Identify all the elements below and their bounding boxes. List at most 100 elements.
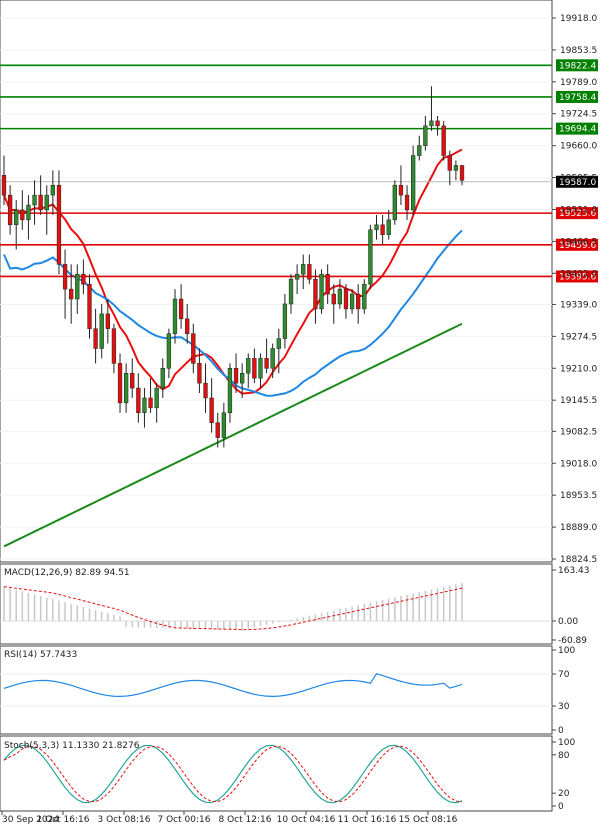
candle-body-up bbox=[362, 283, 367, 310]
candle bbox=[148, 378, 153, 413]
candle bbox=[75, 264, 80, 314]
candle-body-down bbox=[56, 184, 62, 265]
candle-body-up bbox=[337, 288, 343, 305]
candle-body-up bbox=[44, 194, 49, 211]
candle bbox=[356, 284, 361, 324]
candle bbox=[123, 363, 129, 413]
candle bbox=[423, 115, 428, 151]
candle bbox=[380, 214, 385, 245]
candle bbox=[50, 170, 55, 215]
candle-body-down bbox=[20, 209, 25, 221]
support-resistance-levels: 19822.4 19758.4 19694.4 19523.6 19459.6 19395… bbox=[0, 59, 598, 283]
candlesticks bbox=[1, 86, 465, 448]
candle bbox=[276, 328, 281, 374]
candle bbox=[111, 323, 117, 374]
candle-body-up bbox=[32, 194, 37, 206]
candle-body-up bbox=[386, 219, 391, 235]
candle bbox=[56, 170, 62, 275]
pane-tick-label: 20 bbox=[558, 789, 570, 799]
level-label: 19758.4 bbox=[559, 93, 596, 103]
price-tick-label: 19210.0 bbox=[560, 364, 597, 374]
candle-body-up bbox=[221, 412, 226, 438]
candle-body-up bbox=[227, 368, 233, 414]
candle-body-up bbox=[258, 358, 263, 379]
price-tick-label: 19724.5 bbox=[560, 110, 597, 120]
price-tick-label: 19466.5 bbox=[560, 237, 597, 247]
candle bbox=[154, 383, 159, 423]
candle-body-up bbox=[288, 278, 294, 305]
level-label-bg bbox=[556, 207, 598, 220]
candle bbox=[26, 195, 31, 240]
candle bbox=[362, 279, 367, 314]
candle-body-down bbox=[62, 264, 68, 290]
candle bbox=[288, 274, 294, 314]
candle bbox=[282, 294, 288, 349]
candle bbox=[20, 190, 25, 230]
price-pane-frame bbox=[0, 0, 553, 563]
candle-body-up bbox=[99, 313, 104, 349]
candle bbox=[166, 328, 172, 379]
candle-body-up bbox=[294, 274, 300, 280]
candle-body-down bbox=[203, 382, 208, 399]
candle-body-up bbox=[349, 293, 355, 310]
price-tick-label: 19082.5 bbox=[560, 427, 597, 437]
candle bbox=[44, 185, 49, 235]
pane-tick-label: 0 bbox=[558, 802, 564, 812]
candle-body-up bbox=[319, 274, 324, 310]
time-tick-label: 30 Sep 2024 bbox=[2, 815, 59, 825]
candle bbox=[252, 348, 257, 384]
candle-body-up bbox=[26, 204, 31, 221]
candle bbox=[343, 284, 349, 319]
candle-body-down bbox=[87, 283, 92, 329]
candle bbox=[264, 338, 269, 374]
level-label-bg bbox=[556, 90, 598, 103]
level-label: 19395.6 bbox=[559, 272, 596, 282]
candle-body-up bbox=[123, 372, 129, 404]
level-label-bg bbox=[556, 122, 598, 135]
candle-body-down bbox=[356, 293, 361, 310]
candle bbox=[1, 155, 7, 206]
candle bbox=[411, 145, 416, 215]
candle bbox=[258, 353, 263, 389]
candle bbox=[14, 200, 19, 250]
candle-body-up bbox=[160, 368, 165, 389]
ma-slow-line bbox=[3, 322, 463, 548]
pane-tick-label: 0.00 bbox=[558, 617, 578, 627]
price-tick-label: 18824.5 bbox=[560, 555, 597, 565]
candle-body-up bbox=[166, 333, 172, 369]
candle-body-down bbox=[117, 363, 123, 404]
time-tick-label: 1 Oct 16:16 bbox=[37, 815, 90, 825]
candle-body-up bbox=[301, 264, 306, 275]
candle bbox=[160, 358, 165, 398]
candle-body-down bbox=[178, 298, 184, 320]
candle bbox=[221, 402, 226, 448]
candle bbox=[69, 264, 74, 324]
candle bbox=[178, 284, 184, 329]
candle-body-down bbox=[38, 194, 43, 211]
candle-body-up bbox=[417, 145, 422, 156]
candle-body-up bbox=[240, 372, 245, 384]
candle-body-down bbox=[307, 264, 312, 280]
macd-signal-line bbox=[3, 586, 463, 631]
price-tick-label: 19918.0 bbox=[560, 14, 597, 24]
candle-body-up bbox=[429, 120, 434, 127]
pane-tick-label: 0 bbox=[558, 726, 564, 736]
candle-body-up bbox=[453, 165, 459, 171]
time-tick-label: 10 Oct 04:16 bbox=[277, 815, 336, 825]
current-price-bg bbox=[556, 175, 598, 188]
pane-tick-label: 70 bbox=[558, 670, 570, 680]
candle-body-down bbox=[380, 224, 385, 235]
macd-pane-frame bbox=[0, 563, 553, 645]
candle-body-down bbox=[435, 120, 440, 127]
level-label: 19694.4 bbox=[559, 125, 596, 135]
candle bbox=[7, 185, 13, 235]
current-price-label: 19587.0 bbox=[559, 178, 596, 188]
candle-body-down bbox=[136, 387, 141, 414]
candle bbox=[404, 185, 410, 220]
candle-body-down bbox=[93, 328, 98, 349]
candle bbox=[441, 120, 446, 161]
price-tick-label: 19660.0 bbox=[560, 142, 597, 152]
price-tick-label: 19595.5 bbox=[560, 174, 597, 184]
